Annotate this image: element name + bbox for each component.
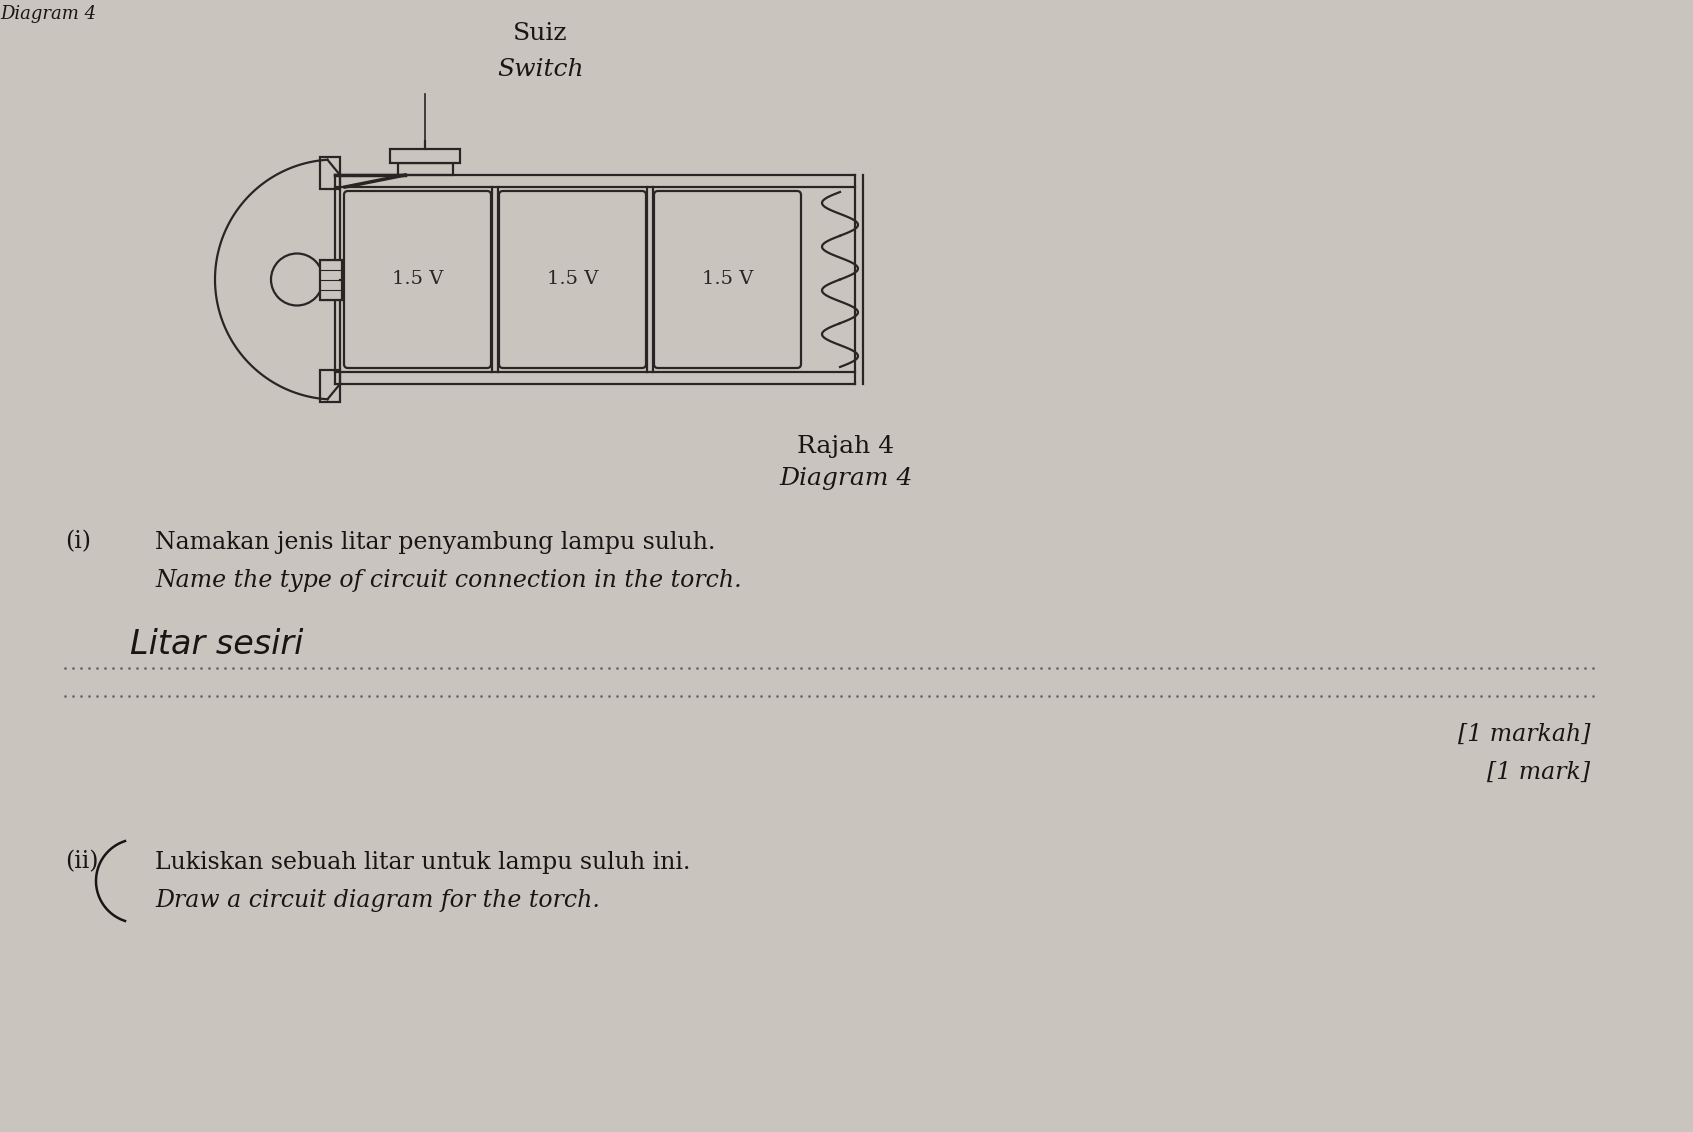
Bar — [320, 370, 340, 402]
Text: 1.5 V: 1.5 V — [547, 271, 598, 289]
Bar — [391, 149, 460, 163]
Text: Diagram 4: Diagram 4 — [0, 5, 97, 23]
Text: 1.5 V: 1.5 V — [703, 271, 753, 289]
Bar — [398, 163, 452, 175]
Text: Namakan jenis litar penyambung lampu suluh.: Namakan jenis litar penyambung lampu sul… — [156, 531, 716, 554]
Text: [1 markah]: [1 markah] — [1458, 722, 1590, 746]
Text: Switch: Switch — [498, 58, 584, 80]
Text: Diagram 4: Diagram 4 — [779, 468, 913, 490]
FancyBboxPatch shape — [653, 191, 801, 368]
Text: 1.5 V: 1.5 V — [391, 271, 444, 289]
Text: (i): (i) — [64, 531, 91, 554]
Bar — [320, 157, 340, 189]
Text: Suiz: Suiz — [513, 23, 567, 45]
Text: Lukiskan sebuah litar untuk lampu suluh ini.: Lukiskan sebuah litar untuk lampu suluh … — [156, 850, 691, 874]
Circle shape — [271, 254, 323, 306]
Bar — [320, 259, 342, 300]
Text: [1 mark]: [1 mark] — [1486, 761, 1590, 783]
Text: Rajah 4: Rajah 4 — [797, 436, 894, 458]
FancyBboxPatch shape — [344, 191, 491, 368]
Text: (ii): (ii) — [64, 850, 98, 874]
Text: Litar sesiri: Litar sesiri — [130, 627, 303, 660]
Text: Draw a circuit diagram for the torch.: Draw a circuit diagram for the torch. — [156, 889, 599, 911]
Text: Name the type of circuit connection in the torch.: Name the type of circuit connection in t… — [156, 568, 742, 592]
FancyBboxPatch shape — [499, 191, 647, 368]
